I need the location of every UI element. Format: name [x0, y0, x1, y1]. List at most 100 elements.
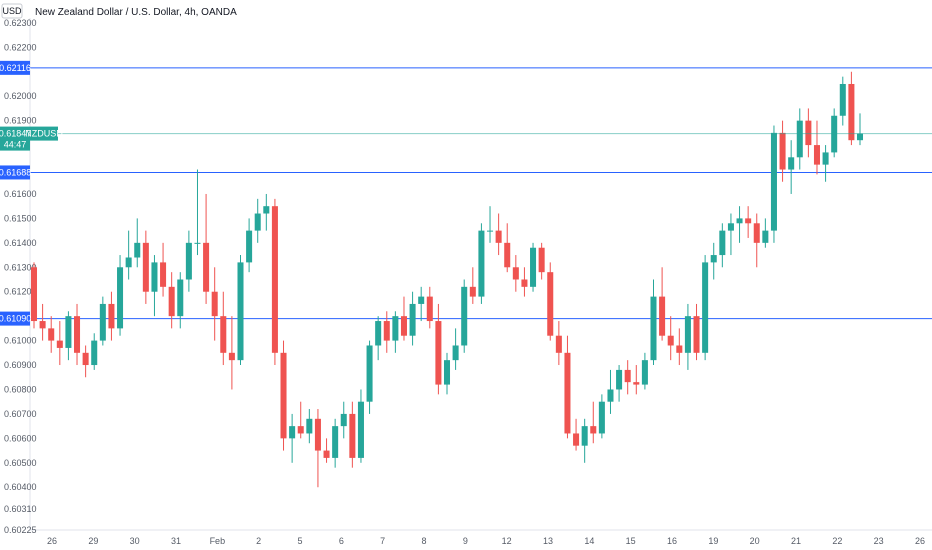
candle	[659, 267, 666, 341]
candle-body	[297, 426, 304, 434]
candle-body	[512, 267, 519, 280]
last-price-badge	[0, 126, 30, 151]
y-tick-label: 0.60800	[4, 384, 37, 394]
candle	[108, 291, 115, 341]
candle	[727, 213, 734, 256]
x-tick-label: 29	[88, 536, 98, 546]
candle-body	[185, 242, 192, 280]
candle-body	[839, 83, 846, 116]
candle-body	[813, 145, 820, 165]
candle	[177, 272, 184, 329]
candle-body	[340, 413, 347, 427]
candle-body	[99, 303, 106, 341]
y-tick-label: 0.62300	[4, 18, 37, 28]
candle	[521, 267, 528, 297]
candle	[719, 223, 726, 268]
candle	[203, 193, 210, 304]
y-tick-label: 0.61200	[4, 287, 37, 297]
level-badge	[0, 165, 30, 180]
candle	[581, 418, 588, 463]
candle-body	[418, 296, 425, 304]
candle	[624, 360, 631, 395]
candle	[48, 316, 55, 353]
candle-body	[590, 426, 597, 434]
candle-body	[461, 286, 468, 346]
candle-body	[702, 262, 709, 353]
candle	[839, 76, 846, 126]
x-tick-label: 9	[463, 536, 468, 546]
level-label: 0.61688	[0, 167, 31, 177]
y-tick-label: 0.61000	[4, 336, 37, 346]
candle-body	[400, 316, 407, 336]
y-tick-label: 0.62200	[4, 42, 37, 52]
candle	[736, 206, 743, 243]
candle-body	[521, 279, 528, 287]
candle	[831, 108, 838, 158]
candle	[91, 333, 98, 370]
time-axis[interactable]: 26 29 30 31 Feb 2 5 6 7 8 9 12 13 14 15 16 19 20 21 22 23 26	[47, 536, 925, 546]
x-tick-label: 26	[47, 536, 57, 546]
candle	[650, 279, 657, 366]
candle	[297, 401, 304, 439]
candle-body	[573, 433, 580, 446]
candle	[409, 291, 416, 346]
candle-body	[443, 360, 451, 385]
candle	[770, 125, 777, 243]
candle	[271, 198, 278, 366]
candle	[487, 206, 494, 243]
candle-body	[693, 316, 700, 353]
candle	[117, 255, 124, 336]
candle	[426, 286, 433, 329]
chart-title: New Zealand Dollar / U.S. Dollar, 4h, OA…	[35, 7, 237, 18]
candle-body	[142, 242, 149, 292]
candle	[745, 206, 752, 238]
candle	[357, 389, 364, 463]
candle-body	[332, 426, 339, 458]
currency-button[interactable]: USD	[1, 3, 23, 19]
candle	[848, 71, 855, 146]
candle	[693, 303, 700, 361]
candle-body	[366, 345, 373, 402]
price-axis[interactable]: 0.62300 0.62200 0.62000 0.61900 0.61600 0.615…	[4, 18, 37, 535]
x-tick-label: 2	[256, 536, 261, 546]
candle-body	[684, 316, 691, 353]
candle-body	[487, 230, 494, 232]
x-tick-label: 21	[791, 536, 801, 546]
candle-body	[409, 303, 416, 336]
candle-body	[271, 206, 278, 353]
candle-body	[237, 262, 244, 361]
candle	[564, 335, 571, 439]
candle-body	[246, 230, 253, 263]
candle-body	[762, 230, 769, 243]
candle-body	[607, 389, 614, 402]
candle	[56, 321, 63, 366]
candle-body	[392, 316, 399, 341]
candle-body	[383, 321, 390, 341]
candle	[418, 286, 425, 322]
candle	[263, 193, 270, 231]
candle-body	[538, 247, 545, 273]
candle	[280, 340, 287, 451]
candle	[246, 218, 253, 273]
candle-body	[753, 223, 760, 243]
candle	[30, 262, 38, 329]
level-label: 0.61090	[0, 314, 31, 324]
x-tick-label: 13	[543, 536, 553, 546]
x-tick-label: 26	[915, 536, 925, 546]
candle-body	[848, 83, 855, 141]
candle	[74, 303, 81, 366]
y-tick-label: 0.61500	[4, 213, 37, 223]
x-tick-label: 8	[421, 536, 426, 546]
y-tick-label: 0.60310	[4, 504, 37, 514]
candle	[469, 267, 476, 304]
candle-body	[788, 157, 795, 170]
candle-body	[254, 213, 261, 231]
candle	[512, 255, 519, 292]
candle	[134, 218, 141, 268]
candle-body	[263, 206, 270, 214]
candle	[796, 108, 803, 170]
candle-body	[564, 352, 571, 434]
